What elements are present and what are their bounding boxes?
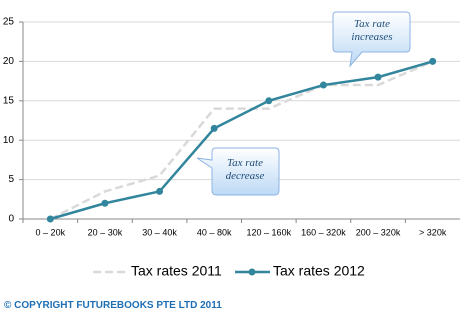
legend-marker	[248, 268, 256, 276]
point	[374, 73, 382, 81]
series-line	[49, 60, 434, 221]
x-tick-label: 120 – 160k	[247, 227, 292, 237]
x-tick-label: 30 – 40k	[142, 227, 177, 237]
x-tick-label: 160 – 320k	[301, 227, 346, 237]
y-tick-label: 0	[8, 214, 14, 225]
x-tick-label: 200 – 320k	[356, 227, 401, 237]
point	[210, 124, 218, 132]
y-tick-label: 20	[3, 56, 15, 67]
callout-box	[196, 147, 280, 196]
point	[319, 81, 327, 89]
point	[156, 187, 164, 195]
point	[429, 57, 437, 65]
callout-box	[332, 11, 411, 68]
point	[101, 199, 109, 207]
annotation: Tax rate decrease	[225, 157, 265, 182]
footer: © COPYRIGHT FUTUREBOOKS PTE LTD 2011	[4, 300, 222, 311]
y-tick-label: 25	[3, 17, 15, 28]
x-tick-label: 0 – 20k	[36, 227, 66, 237]
annotation: Tax rate increases	[351, 18, 393, 43]
x-tick-label: > 320k	[419, 227, 447, 237]
point	[46, 215, 54, 223]
y-tick-label: 10	[3, 135, 15, 146]
series-line	[49, 60, 434, 221]
x-tick-label: 20 – 30k	[88, 227, 123, 237]
legend-label: Tax rates 2012	[273, 263, 365, 279]
point	[265, 97, 273, 105]
legend-label: Tax rates 2011	[131, 263, 222, 279]
x-tick-label: 40 – 80k	[197, 227, 232, 237]
y-tick-label: 5	[8, 174, 14, 185]
y-tick-label: 15	[3, 95, 15, 106]
